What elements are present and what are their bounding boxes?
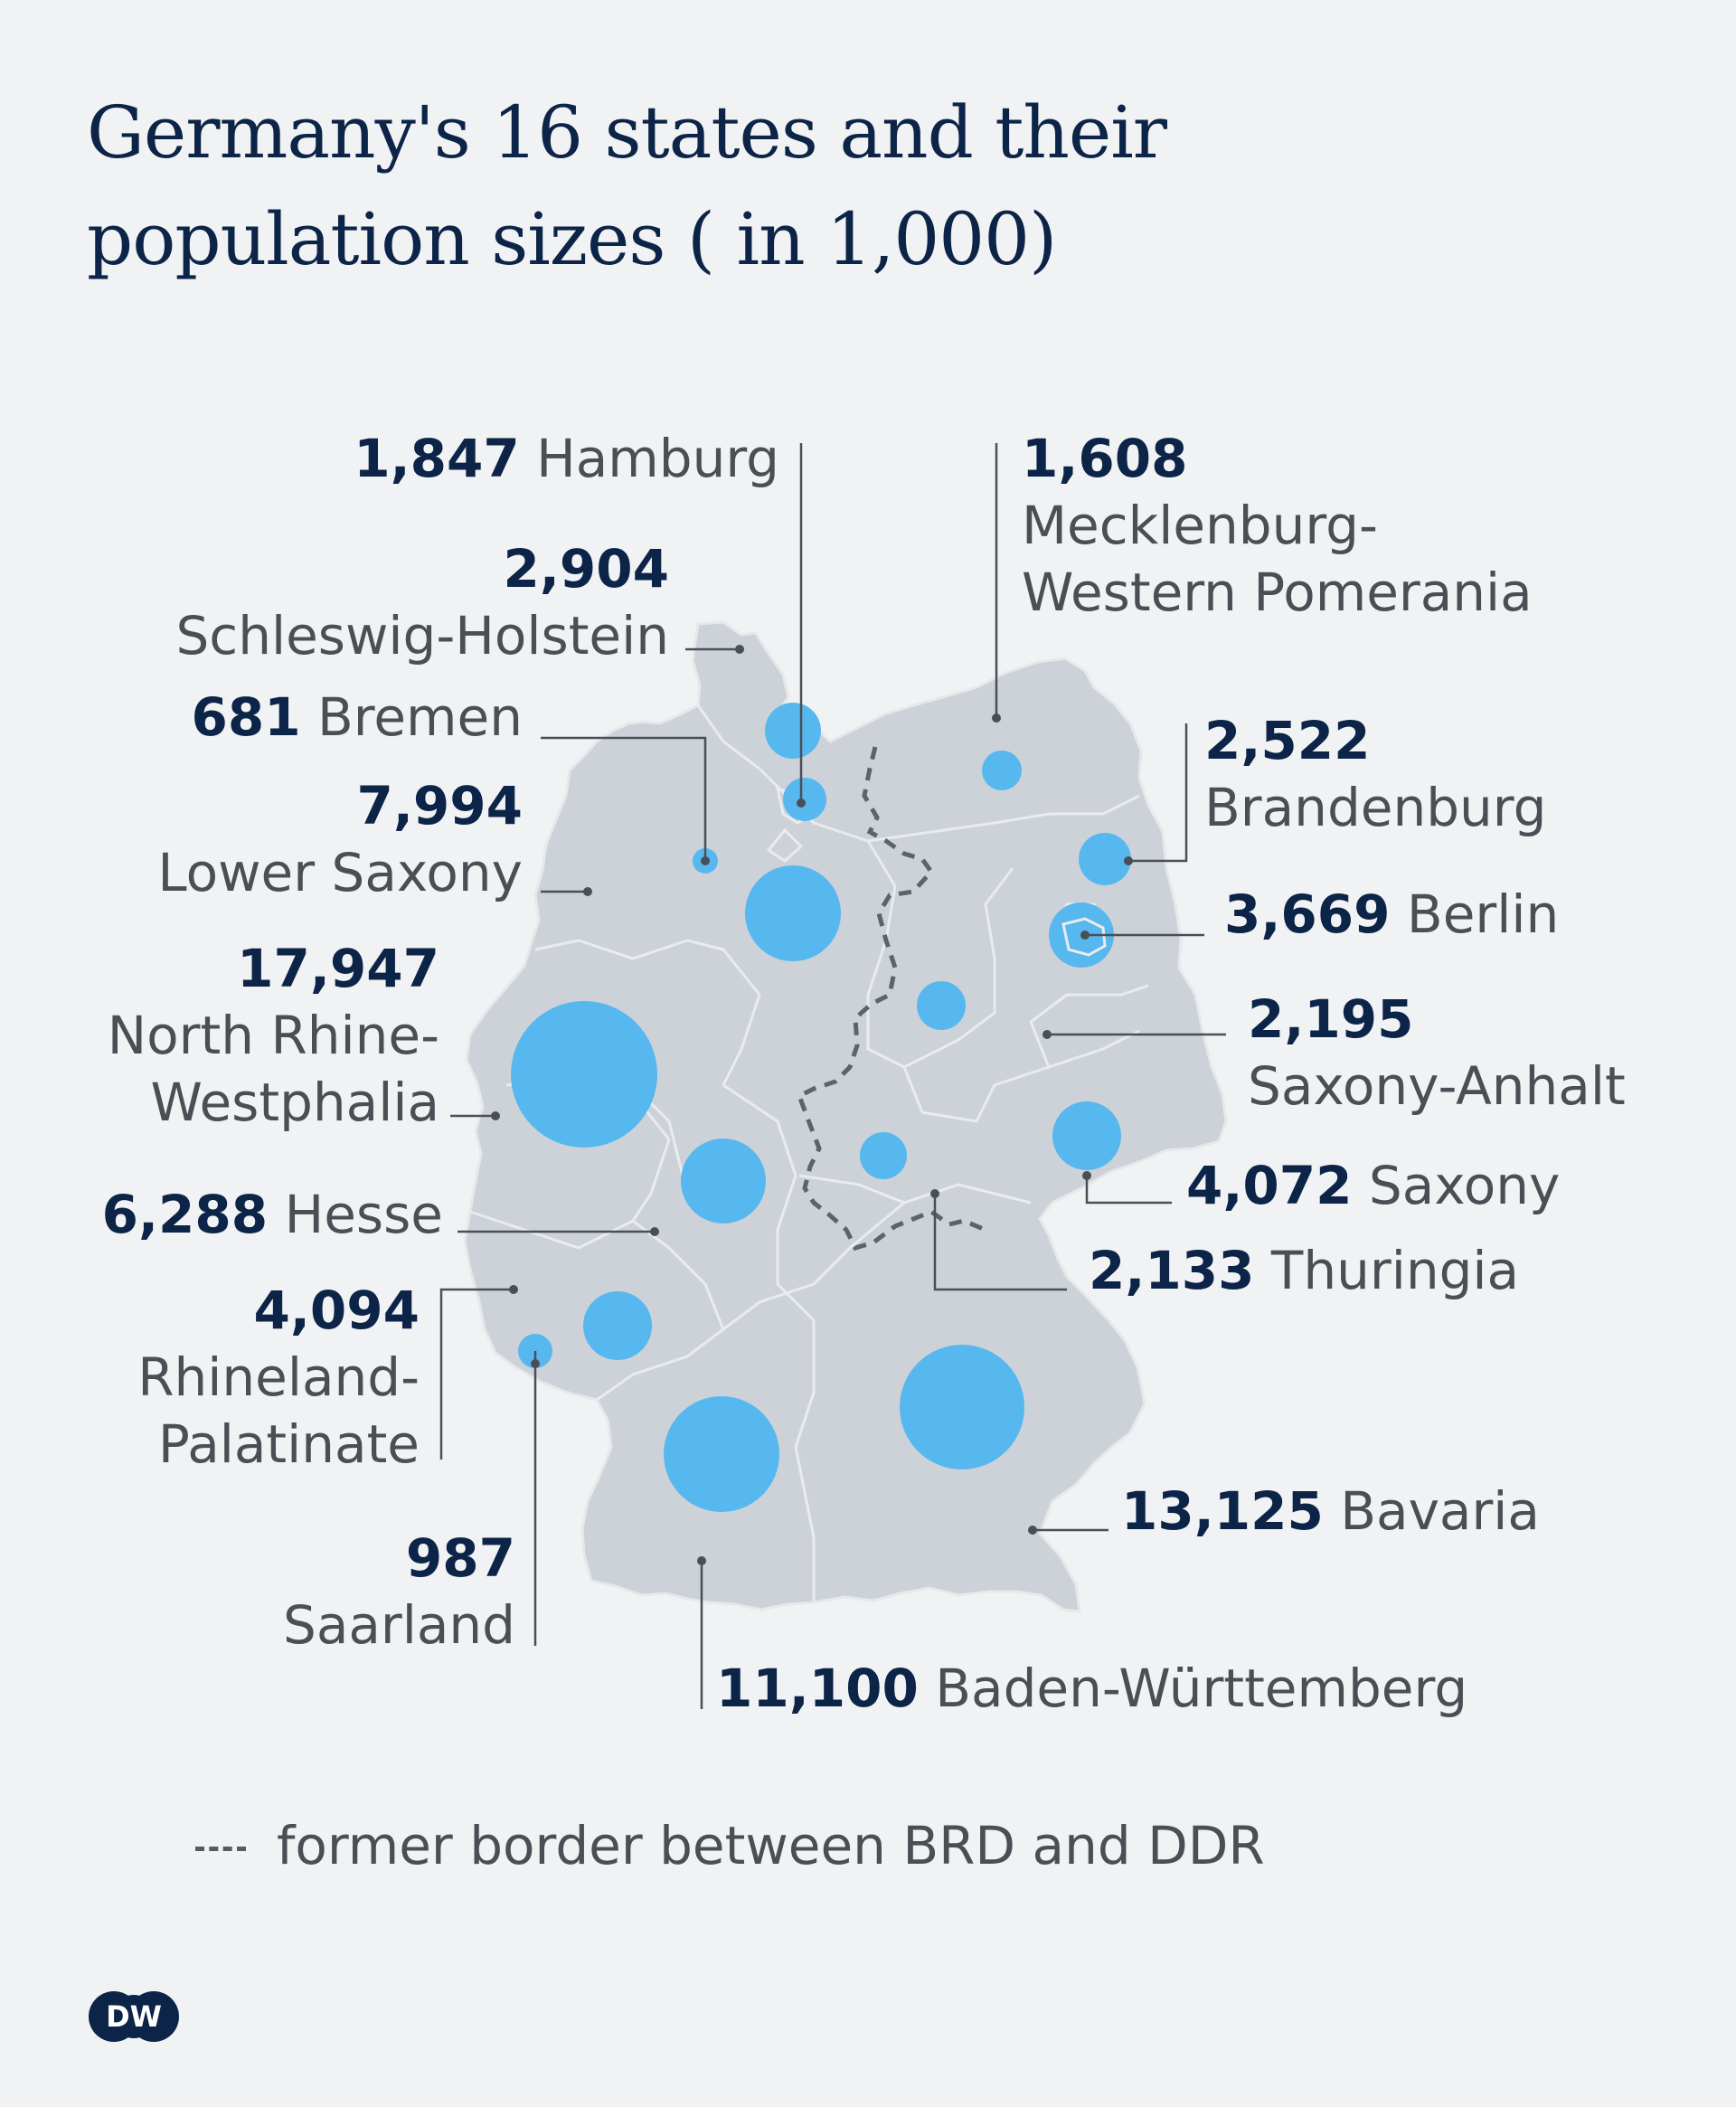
value-bremen: 681	[191, 686, 301, 748]
value-saarland: 987	[405, 1527, 515, 1589]
label-schleswig-holstein: 2,904 Schleswig-Holstein	[175, 535, 669, 669]
name-hesse: Hesse	[284, 1184, 443, 1245]
legend-text: former border between BRD and DDR	[277, 1815, 1265, 1876]
value-baden-wurttemberg: 11,100	[716, 1658, 919, 1719]
label-saarland: 987 Saarland	[283, 1525, 515, 1658]
berlin-outline	[1061, 917, 1107, 957]
value-bavaria: 13,125	[1121, 1480, 1324, 1542]
bubble-hesse	[681, 1139, 766, 1224]
label-hamburg: 1,847 Hamburg	[354, 425, 779, 492]
name-saxony-anhalt: Saxony-Anhalt	[1248, 1055, 1626, 1117]
label-nrw: 17,947 North Rhine- Westphalia	[108, 935, 439, 1136]
value-berlin: 3,669	[1224, 883, 1391, 945]
value-hamburg: 1,847	[354, 428, 520, 489]
germany-outline	[463, 620, 1228, 1613]
value-rhineland-palatinate: 4,094	[253, 1280, 420, 1341]
bubble-rhineland-palatinate	[583, 1291, 652, 1360]
value-saxony: 4,072	[1186, 1155, 1353, 1216]
bubble-brandenburg	[1079, 833, 1131, 885]
bubble-hamburg	[783, 778, 826, 821]
label-bavaria: 13,125 Bavaria	[1121, 1478, 1540, 1545]
legend: former border between BRD and DDR	[195, 1812, 1265, 1879]
bubble-mecklenburg	[982, 751, 1022, 790]
label-baden-wurttemberg: 11,100 Baden-Württemberg	[716, 1655, 1467, 1722]
name-nrw-line2: Westphalia	[150, 1072, 439, 1133]
value-hesse: 6,288	[101, 1184, 269, 1245]
label-saxony: 4,072 Saxony	[1186, 1152, 1560, 1219]
leader-lines	[439, 443, 1226, 1709]
label-lower-saxony: 7,994 Lower Saxony	[157, 772, 523, 906]
title-line-1: Germany's 16 states and their	[87, 90, 1167, 175]
name-rhineland-palatinate-line1: Rhineland-	[137, 1346, 420, 1408]
name-mecklenburg-line1: Mecklenburg-	[1022, 495, 1378, 556]
label-thuringia: 2,133 Thuringia	[1089, 1237, 1519, 1304]
name-bavaria: Bavaria	[1340, 1480, 1540, 1542]
bubble-saxony	[1052, 1101, 1121, 1170]
value-brandenburg: 2,522	[1204, 710, 1371, 771]
bubble-thuringia	[860, 1132, 907, 1179]
label-berlin: 3,669 Berlin	[1224, 881, 1559, 948]
page-title: Germany's 16 states and their population…	[87, 80, 1443, 293]
label-hesse: 6,288 Hesse	[102, 1181, 443, 1248]
name-berlin: Berlin	[1406, 883, 1560, 945]
bubble-saxony-anhalt	[917, 981, 966, 1030]
bubble-bavaria	[900, 1345, 1024, 1469]
title-line-2: population sizes ( in 1,000)	[87, 197, 1057, 281]
label-rhineland-palatinate: 4,094 Rhineland- Palatinate	[137, 1277, 420, 1478]
value-mecklenburg: 1,608	[1022, 428, 1188, 489]
former-brd-ddr-border	[796, 746, 986, 1251]
name-schleswig-holstein: Schleswig-Holstein	[175, 605, 669, 666]
bubble-nrw	[511, 1001, 657, 1148]
value-thuringia: 2,133	[1089, 1240, 1255, 1301]
name-brandenburg: Brandenburg	[1204, 777, 1547, 838]
name-mecklenburg-line2: Western Pomerania	[1022, 562, 1533, 623]
dw-logo: DW	[89, 1991, 179, 2042]
value-lower-saxony: 7,994	[356, 775, 523, 836]
value-schleswig-holstein: 2,904	[503, 538, 669, 600]
value-saxony-anhalt: 2,195	[1248, 988, 1414, 1050]
label-brandenburg: 2,522 Brandenburg	[1204, 707, 1546, 841]
name-saarland: Saarland	[283, 1594, 515, 1656]
name-thuringia: Thuringia	[1270, 1240, 1520, 1301]
name-nrw-line1: North Rhine-	[107, 1005, 439, 1066]
label-saxony-anhalt: 2,195 Saxony-Anhalt	[1248, 986, 1626, 1120]
name-lower-saxony: Lower Saxony	[157, 842, 523, 903]
bubble-schleswig-holstein	[765, 703, 821, 759]
name-baden-wurttemberg: Baden-Württemberg	[935, 1658, 1468, 1719]
bubble-baden-wurttemberg	[664, 1396, 779, 1512]
name-bremen: Bremen	[317, 686, 523, 748]
name-saxony: Saxony	[1368, 1155, 1561, 1216]
bubble-lower-saxony	[745, 865, 841, 961]
dw-logo-text: DW	[106, 1999, 162, 2034]
leader-dots	[491, 645, 1133, 1565]
dashed-line-icon	[195, 1847, 246, 1852]
label-bremen: 681 Bremen	[191, 684, 523, 751]
label-mecklenburg: 1,608 Mecklenburg- Western Pomerania	[1022, 425, 1533, 626]
name-rhineland-palatinate-line2: Palatinate	[157, 1413, 420, 1475]
value-nrw: 17,947	[237, 938, 439, 999]
name-hamburg: Hamburg	[536, 428, 779, 489]
